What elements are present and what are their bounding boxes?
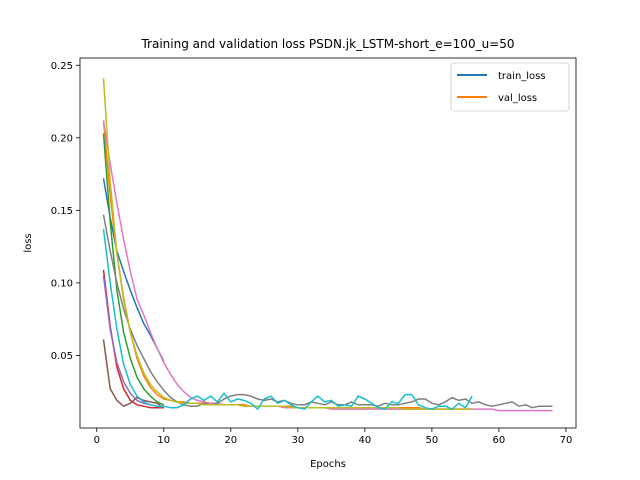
- series-line-10: [102, 229, 473, 410]
- series-line-9: [102, 78, 473, 410]
- y-tick-label: 0.25: [51, 61, 73, 72]
- x-tick-label: 20: [224, 435, 237, 446]
- x-tick-label: 0: [94, 435, 100, 446]
- x-tick-label: 40: [358, 435, 371, 446]
- x-axis: 0 10 20 30 40 50 60 70: [94, 428, 573, 446]
- y-tick-label: 0.05: [51, 351, 73, 362]
- x-tick-label: 50: [426, 435, 439, 446]
- series-line-3: [102, 133, 165, 406]
- x-tick-label: 60: [493, 435, 506, 446]
- y-axis: 0.05 0.10 0.15 0.20 0.25: [51, 61, 80, 362]
- legend-label-train-loss: train_loss: [498, 71, 546, 82]
- series-line-6: [102, 339, 165, 409]
- x-tick-label: 10: [157, 435, 170, 446]
- plot-area-frame: [79, 57, 577, 429]
- x-axis-label: Epochs: [310, 459, 346, 470]
- y-axis-label: loss: [23, 233, 34, 252]
- y-tick-label: 0.20: [51, 133, 73, 144]
- y-tick-label: 0.10: [51, 278, 73, 289]
- x-tick-label: 70: [560, 435, 573, 446]
- y-tick-label: 0.15: [51, 206, 73, 217]
- plot-lines: [102, 78, 553, 412]
- chart-title: Training and validation loss PSDN.jk_LST…: [140, 37, 514, 51]
- legend-label-val-loss: val_loss: [498, 93, 537, 104]
- x-tick-label: 30: [291, 435, 304, 446]
- legend: train_loss val_loss: [450, 62, 570, 112]
